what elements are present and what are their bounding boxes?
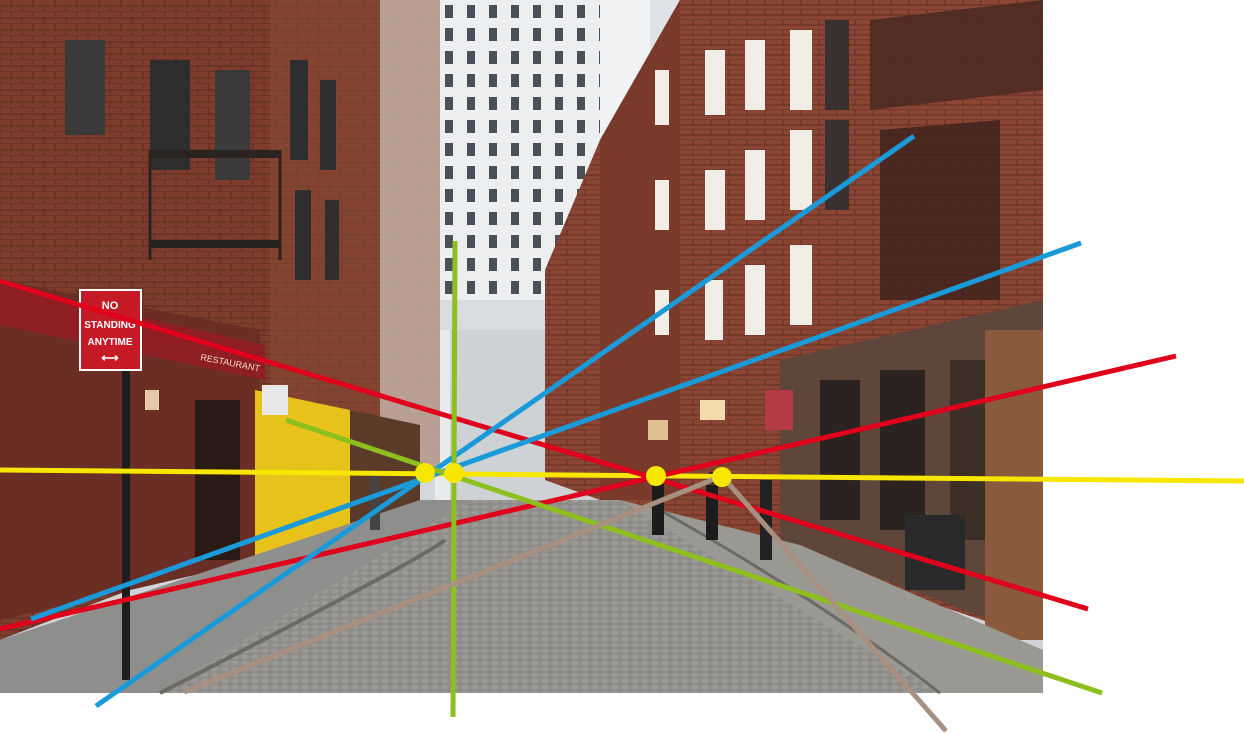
vanishing-point-4	[712, 467, 732, 487]
sign-arrow: ⟷	[101, 351, 118, 365]
red-line-lower-left	[0, 353, 1177, 632]
horizon-line	[0, 467, 1244, 484]
sign-line3: ANYTIME	[88, 337, 133, 348]
blue-line-shallow	[30, 240, 1082, 622]
vanishing-points	[415, 463, 732, 487]
sign-line1: NO	[102, 300, 119, 312]
tan-line-left	[183, 473, 723, 695]
vanishing-point-2	[444, 463, 464, 483]
sign-line2: STANDING	[84, 320, 136, 331]
left-buildings	[0, 0, 440, 640]
vanishing-point-3	[646, 466, 666, 486]
red-line-upper-left	[0, 278, 1089, 612]
no-standing-sign: NO STANDING ANYTIME ⟷	[79, 289, 142, 680]
blue-line-steep	[94, 133, 916, 709]
tan-line-right	[720, 474, 948, 733]
street-photo: NO STANDING ANYTIME ⟷ RESTAURANT	[0, 0, 1043, 695]
vanishing-point-1	[415, 463, 435, 483]
pedestrians	[370, 468, 772, 560]
